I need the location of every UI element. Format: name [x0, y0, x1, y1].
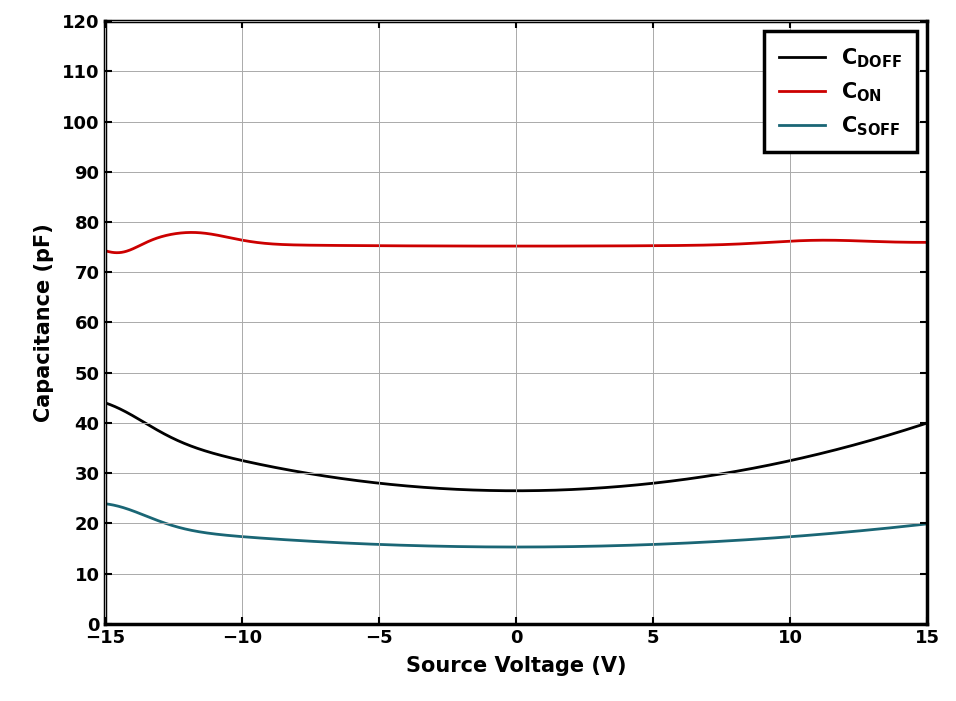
Y-axis label: Capacitance (pF): Capacitance (pF) — [33, 223, 54, 422]
X-axis label: Source Voltage (V): Source Voltage (V) — [406, 655, 626, 676]
Legend: $\mathbf{C_{DOFF}}$, $\mathbf{C_{ON}}$, $\mathbf{C_{SOFF}}$: $\mathbf{C_{DOFF}}$, $\mathbf{C_{ON}}$, … — [765, 32, 917, 152]
